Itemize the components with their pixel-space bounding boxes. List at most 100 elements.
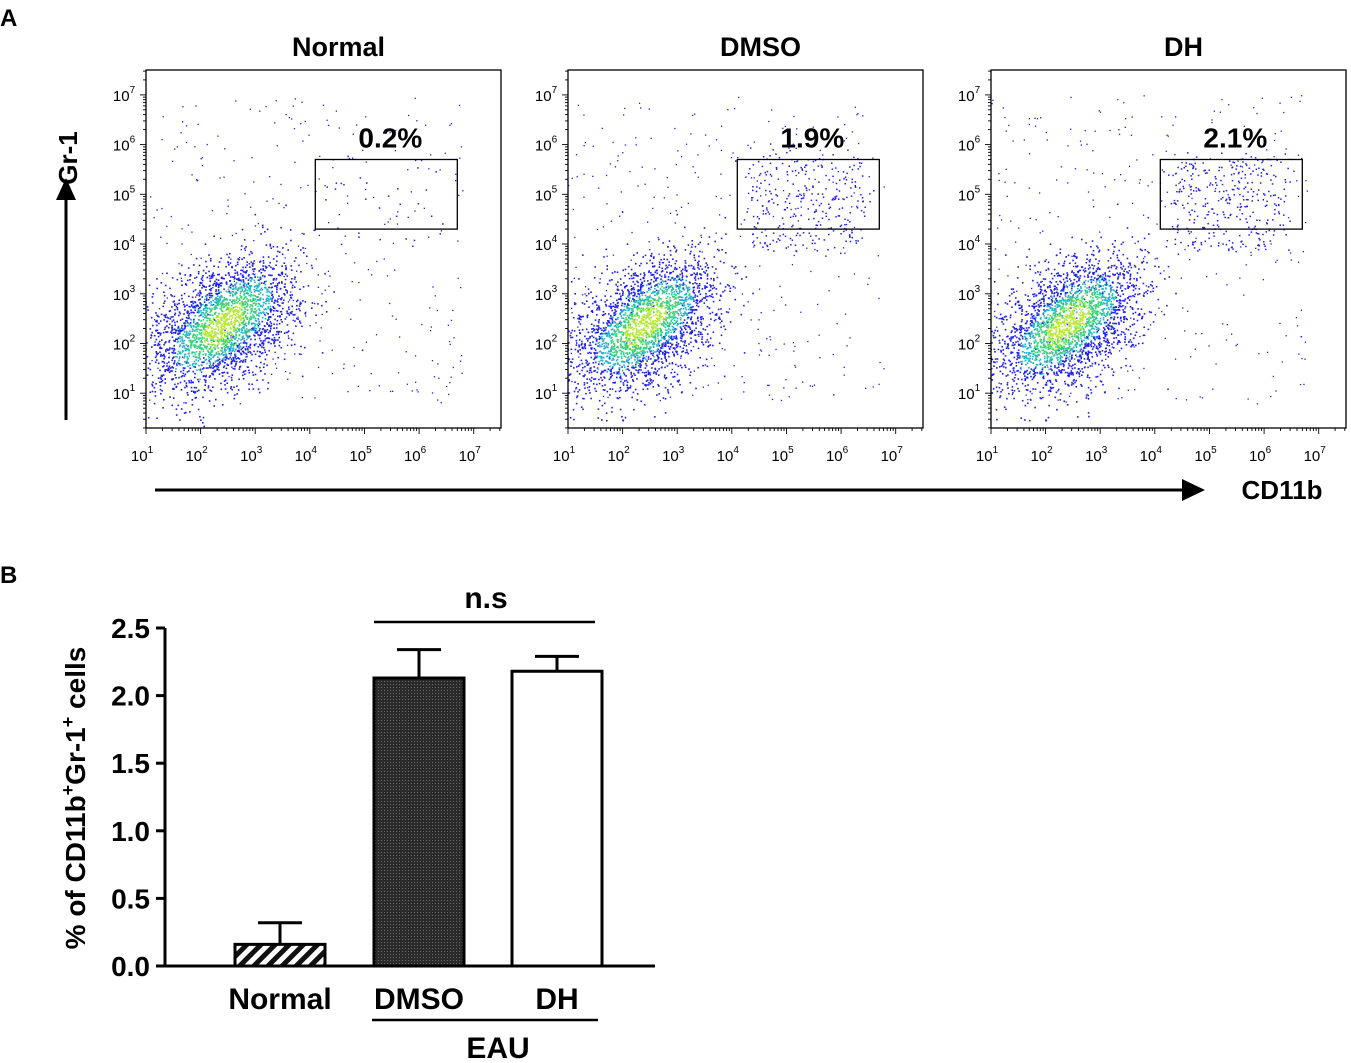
event-point <box>675 346 678 349</box>
event-point <box>211 372 213 375</box>
event-point <box>212 317 215 320</box>
event-point <box>673 337 675 339</box>
event-point <box>225 356 228 358</box>
event-point <box>292 332 295 335</box>
event-point <box>156 353 159 356</box>
event-point <box>210 353 213 356</box>
event-point <box>624 313 626 316</box>
event-point <box>358 281 360 284</box>
event-point <box>166 331 169 333</box>
event-point <box>655 372 657 374</box>
event-point <box>211 331 213 333</box>
event-point <box>666 316 668 319</box>
event-point <box>248 253 251 256</box>
event-point <box>181 325 183 327</box>
event-point <box>191 399 194 401</box>
event-point <box>228 324 230 326</box>
event-point <box>240 296 243 298</box>
event-point <box>636 351 638 354</box>
event-point <box>258 290 260 292</box>
event-point <box>214 366 216 368</box>
event-point <box>604 347 607 349</box>
event-point <box>259 355 261 358</box>
event-point <box>682 325 685 328</box>
event-point <box>205 379 207 382</box>
event-point <box>164 378 166 380</box>
event-point <box>658 238 660 241</box>
event-point <box>204 359 206 361</box>
event-point <box>679 337 682 339</box>
event-point <box>633 300 635 302</box>
event-point <box>247 322 250 325</box>
event-point <box>253 273 256 276</box>
event-point <box>729 287 732 290</box>
event-point <box>193 337 196 339</box>
event-point <box>221 340 224 342</box>
event-point <box>414 97 416 99</box>
event-point <box>679 317 682 319</box>
event-point <box>257 324 260 327</box>
event-point <box>133 398 135 400</box>
event-point <box>194 391 197 393</box>
event-point <box>622 382 625 384</box>
event-point <box>153 217 155 219</box>
event-point <box>601 335 603 338</box>
event-point <box>243 332 245 334</box>
event-point <box>248 330 251 333</box>
event-point <box>301 325 303 328</box>
event-point <box>348 157 351 160</box>
event-point <box>248 263 251 265</box>
event-point <box>244 330 247 333</box>
event-point <box>235 264 237 267</box>
event-point <box>197 270 200 273</box>
event-point <box>714 314 717 316</box>
event-point <box>245 292 248 294</box>
event-point <box>615 335 617 338</box>
event-point <box>164 284 167 287</box>
event-point <box>460 286 462 289</box>
event-point <box>439 233 441 235</box>
event-point <box>234 317 237 319</box>
event-point <box>641 371 644 374</box>
event-point <box>257 305 259 308</box>
panel-a-flow-plots: Gr-1 CD11b Normal0.2%1011011021021031031… <box>53 32 1347 505</box>
event-point <box>639 348 642 350</box>
event-point <box>694 309 696 311</box>
event-point <box>262 260 265 262</box>
event-point <box>225 367 228 370</box>
event-point <box>182 369 185 372</box>
event-point <box>163 357 165 360</box>
event-point <box>189 364 191 367</box>
x-tick-label: 105 <box>349 445 372 465</box>
event-point <box>550 327 552 329</box>
event-point <box>179 337 181 340</box>
event-point <box>150 316 153 319</box>
event-point <box>645 317 647 319</box>
event-point <box>225 344 227 347</box>
event-point <box>154 395 157 397</box>
event-point <box>654 338 657 341</box>
event-point <box>199 302 202 305</box>
event-point <box>601 385 604 387</box>
event-point <box>180 376 183 378</box>
event-point <box>251 309 253 312</box>
event-point <box>681 302 683 305</box>
event-point <box>224 326 226 329</box>
event-point <box>690 246 693 248</box>
event-point <box>163 314 165 317</box>
event-point <box>153 402 156 405</box>
event-point <box>203 301 206 303</box>
event-point <box>689 328 692 330</box>
event-point <box>238 349 240 352</box>
event-point <box>645 331 648 334</box>
event-point <box>253 260 256 262</box>
event-point <box>589 342 591 344</box>
event-point <box>654 351 656 353</box>
event-point <box>709 286 712 288</box>
event-point <box>227 347 229 350</box>
event-point <box>266 329 269 331</box>
x-tick-label: 106 <box>404 445 427 465</box>
event-point <box>642 351 644 354</box>
event-point <box>637 347 640 350</box>
